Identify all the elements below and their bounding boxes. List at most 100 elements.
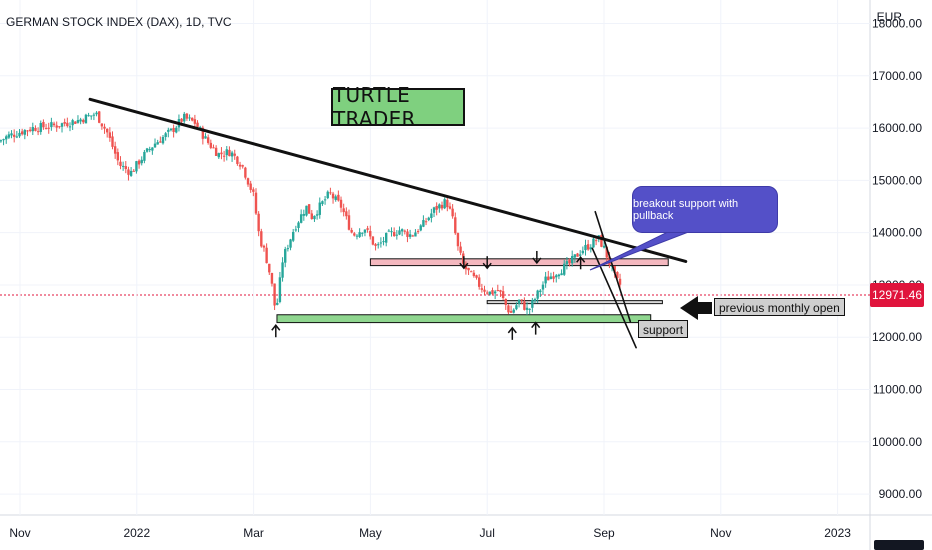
candle-body — [135, 161, 138, 172]
x-tick-label: Nov — [9, 526, 30, 540]
candle-body — [286, 248, 290, 250]
candle-body — [206, 137, 210, 143]
y-tick-label: 9000.00 — [879, 487, 923, 501]
candle-body — [618, 278, 622, 285]
candle-body — [448, 206, 452, 209]
candle-body — [589, 247, 593, 250]
candle-body — [212, 147, 215, 149]
candle-body — [525, 307, 529, 310]
candle-body — [172, 127, 175, 132]
candle-body — [339, 199, 343, 208]
candle-body — [241, 165, 244, 167]
candle-body — [361, 232, 364, 234]
candle-body — [252, 189, 255, 192]
candle-body — [321, 201, 324, 205]
candle-body — [47, 127, 50, 129]
support-label: support — [638, 320, 689, 338]
candle-body — [225, 149, 228, 156]
candle-body — [31, 127, 34, 132]
candle-body — [92, 114, 96, 116]
candle-body — [230, 152, 234, 157]
candle-body — [432, 207, 436, 213]
candle-body — [28, 129, 32, 131]
candle-body — [2, 139, 5, 141]
candle-body — [470, 271, 473, 273]
candle-body — [10, 133, 13, 136]
candle-body — [435, 205, 438, 210]
candle-body — [307, 204, 311, 214]
x-tick-label: 2022 — [123, 526, 150, 540]
candle-body — [586, 244, 590, 250]
y-tick-label: 16000.00 — [872, 121, 922, 135]
candle-body — [87, 115, 90, 117]
candle-body — [616, 272, 619, 279]
candle-body — [260, 231, 263, 247]
candle-body — [477, 277, 481, 287]
candle-body — [350, 229, 353, 233]
candle-body — [533, 299, 537, 301]
candle-body — [268, 263, 271, 273]
candle-body — [278, 277, 282, 302]
candle-body — [26, 130, 29, 132]
candle-body — [257, 213, 260, 232]
candle-body — [355, 235, 359, 237]
candle-body — [337, 194, 340, 201]
candle-body — [299, 214, 303, 223]
candle-body — [555, 275, 558, 278]
up-arrow — [576, 256, 586, 270]
resistance-trendline — [88, 97, 688, 263]
candle-body — [347, 215, 351, 230]
candle-body — [501, 291, 505, 299]
candle-body — [440, 204, 444, 209]
candle-body — [430, 213, 433, 218]
candle-body — [294, 229, 298, 231]
candle-body — [20, 131, 24, 135]
up-arrow — [271, 324, 281, 338]
channel-line — [594, 210, 632, 323]
chart-title: GERMAN STOCK INDEX (DAX), 1D, TVC — [6, 15, 232, 29]
candle-body — [446, 199, 449, 208]
monthly-open-label: previous monthly open — [714, 298, 845, 316]
candle-body — [467, 267, 470, 271]
candle-body — [549, 276, 553, 279]
candle-body — [438, 204, 441, 209]
candle-body — [289, 239, 292, 248]
candle-body — [539, 290, 542, 293]
candle-body — [485, 292, 489, 294]
candle-body — [270, 272, 274, 284]
down-arrow — [532, 250, 542, 265]
candle-body — [334, 196, 337, 200]
candle-body — [392, 232, 396, 237]
candle-body — [475, 275, 478, 278]
candle-body — [416, 231, 420, 233]
candle-body — [547, 276, 550, 281]
candle-body — [71, 120, 74, 126]
candle-body — [68, 126, 72, 128]
candle-body — [613, 266, 616, 273]
candle-body — [108, 132, 112, 138]
candle-body — [565, 261, 569, 265]
candle-body — [244, 167, 247, 178]
candle-body — [315, 214, 319, 216]
candle-body — [34, 127, 37, 131]
candle-body — [273, 283, 276, 306]
y-tick-label: 15000.00 — [872, 173, 922, 187]
candle-body — [353, 233, 356, 236]
candle-body — [427, 217, 430, 221]
candle-body — [55, 125, 58, 128]
candle-body — [493, 291, 497, 294]
candle-body — [153, 143, 157, 148]
candle-body — [36, 131, 40, 133]
candle-body — [369, 230, 372, 237]
candle-body — [581, 250, 585, 254]
currency-label: EUR — [876, 10, 902, 24]
candle-body — [424, 221, 428, 223]
candle-body — [371, 236, 375, 245]
candle-body — [488, 291, 492, 295]
candle-body — [560, 273, 563, 276]
candle-body — [592, 238, 595, 248]
candle-body — [507, 305, 510, 313]
candle-body — [262, 245, 266, 248]
candle-body — [414, 232, 417, 237]
